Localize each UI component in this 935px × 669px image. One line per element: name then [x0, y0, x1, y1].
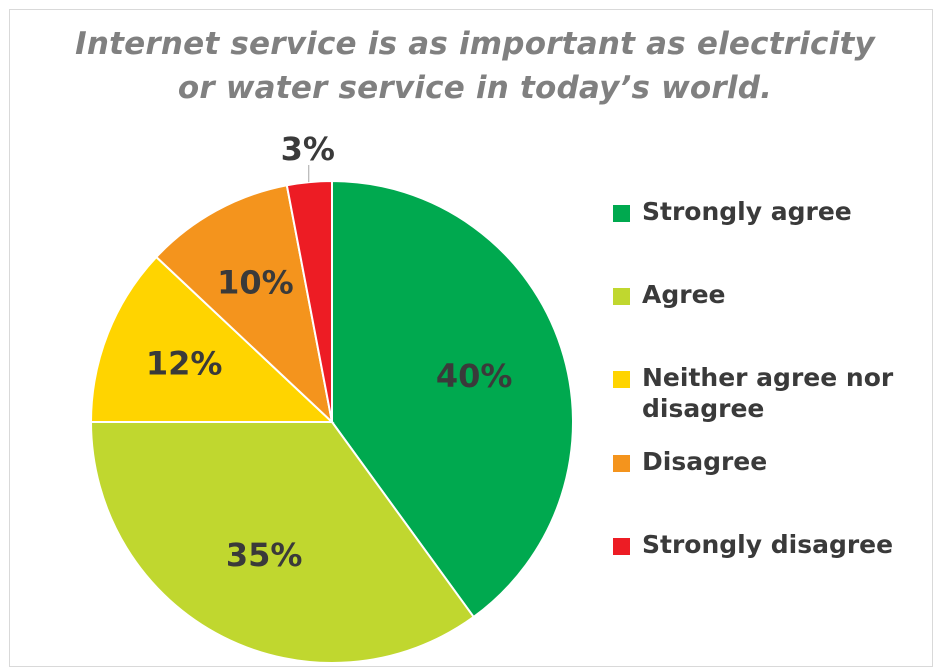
pie-slice-disagree — [154, 184, 334, 425]
pie-slice-agree — [89, 421, 476, 664]
data-label-neither: 12% — [146, 344, 223, 382]
legend-swatch — [613, 455, 630, 472]
legend-swatch — [613, 288, 630, 305]
legend-item-strongly-disagree: Strongly disagree — [613, 529, 912, 560]
legend-label: Disagree — [642, 447, 768, 476]
data-label-strongly-disagree: 3% — [281, 130, 335, 168]
legend-label: Agree — [642, 280, 726, 309]
data-label-agree: 35% — [226, 536, 303, 574]
legend-item-neither: Neither agree nor disagree — [613, 362, 922, 424]
data-label-disagree: 10% — [217, 264, 294, 302]
chart-title-line-1: Internet service is as important as elec… — [75, 26, 875, 62]
pie-slice-strongly-agree — [331, 179, 574, 619]
chart-title: Internet service is as important as elec… — [40, 22, 910, 110]
chart-title-line-2: or water service in today’s world. — [177, 70, 773, 106]
legend-item-strongly-agree: Strongly agree — [613, 196, 912, 227]
legend-item-disagree: Disagree — [613, 446, 912, 477]
data-label-strongly-agree: 40% — [436, 357, 513, 395]
legend-swatch — [613, 371, 630, 388]
legend-swatch — [613, 538, 630, 555]
legend-label: Strongly agree — [642, 197, 852, 226]
legend-item-agree: Agree — [613, 279, 912, 310]
pie-data-labels: 40% 35% 12% 10% 3% — [146, 130, 513, 574]
pie-slice-strongly-disagree — [285, 179, 333, 423]
legend-swatch — [613, 205, 630, 222]
legend-label: Neither agree nor disagree — [642, 363, 894, 423]
pie-slices — [89, 179, 574, 664]
legend-label: Strongly disagree — [642, 530, 894, 559]
pie-slice-neither — [89, 255, 335, 423]
